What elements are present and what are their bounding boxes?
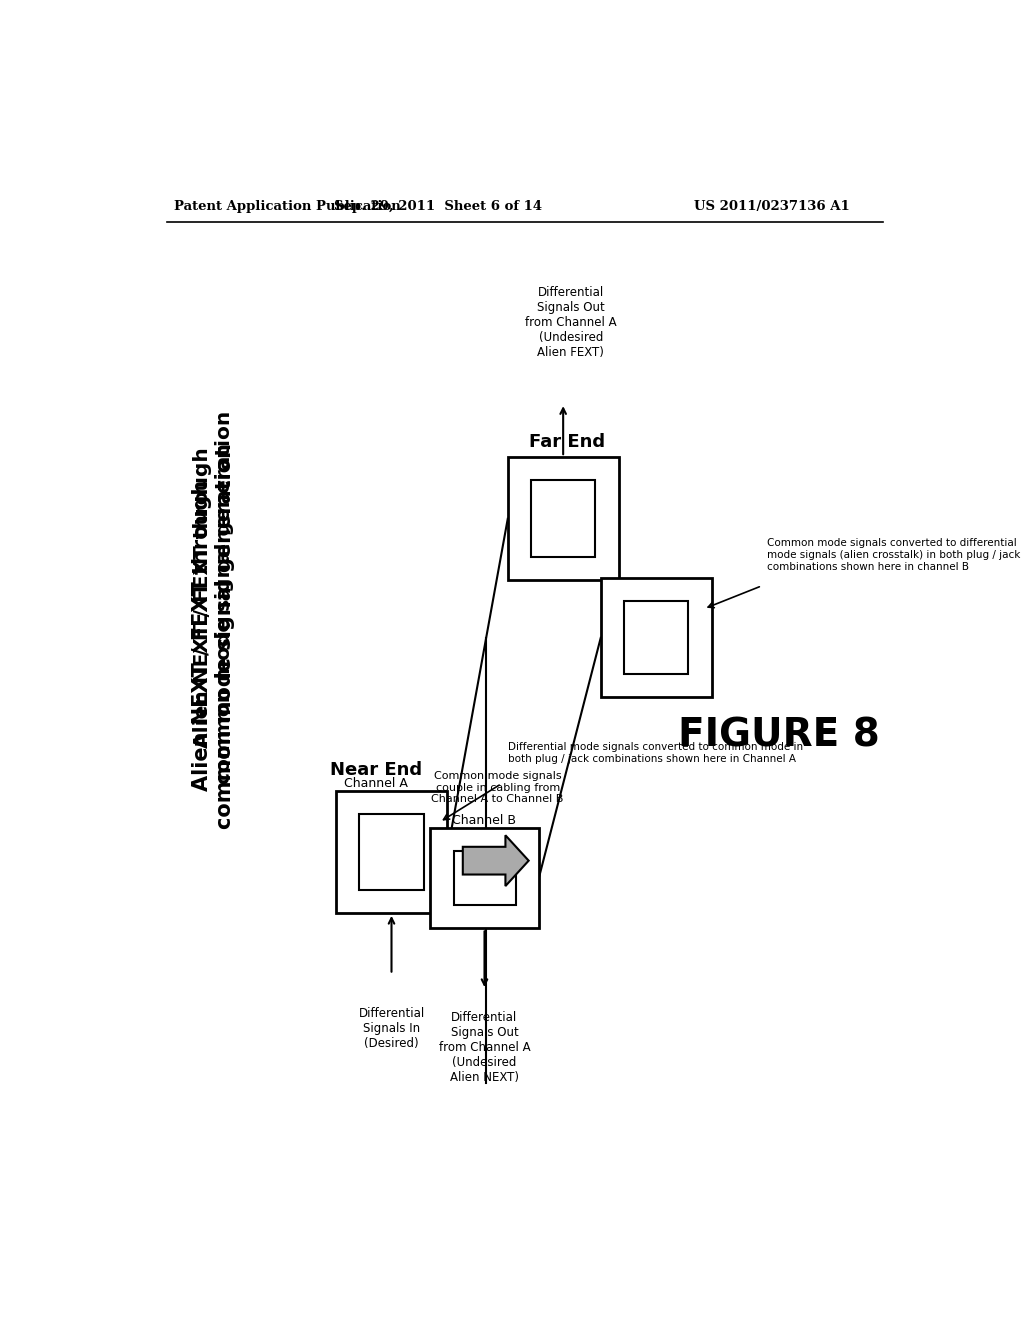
Bar xyxy=(454,851,515,906)
Text: Common mode signals
couple in cabling from
Channel A to Channel B: Common mode signals couple in cabling fr… xyxy=(431,771,564,804)
Bar xyxy=(531,480,595,557)
Polygon shape xyxy=(463,836,528,886)
Text: Channel A: Channel A xyxy=(344,777,408,791)
Text: Channel B: Channel B xyxy=(453,814,516,828)
Text: Far End: Far End xyxy=(529,433,605,450)
Bar xyxy=(601,578,712,697)
Text: FIGURE 8: FIGURE 8 xyxy=(678,717,880,755)
Text: Alien NEXT / FEXT through
common mode signal generation: Alien NEXT / FEXT through common mode si… xyxy=(193,411,233,784)
Text: Patent Application Publication: Patent Application Publication xyxy=(174,199,401,213)
Text: US 2011/0237136 A1: US 2011/0237136 A1 xyxy=(693,199,850,213)
Text: common mode signal generation: common mode signal generation xyxy=(215,442,234,829)
Text: Differential
Signals In
(Desired): Differential Signals In (Desired) xyxy=(358,1007,425,1049)
Bar xyxy=(624,601,688,675)
Text: Sep. 29, 2011  Sheet 6 of 14: Sep. 29, 2011 Sheet 6 of 14 xyxy=(334,199,542,213)
Bar xyxy=(359,814,424,890)
Text: Near End: Near End xyxy=(330,760,422,779)
Bar xyxy=(508,457,618,581)
Text: Differential mode signals converted to common mode in
both plug / jack combinati: Differential mode signals converted to c… xyxy=(508,742,803,764)
Text: Differential
Signals Out
from Channel A
(Undesired
Alien NEXT): Differential Signals Out from Channel A … xyxy=(438,1011,530,1084)
Bar xyxy=(430,829,539,928)
Bar xyxy=(336,792,447,913)
Text: Differential
Signals Out
from Channel A
(Undesired
Alien FEXT): Differential Signals Out from Channel A … xyxy=(525,286,616,359)
Text: Alien NEXT / FEXT through: Alien NEXT / FEXT through xyxy=(191,480,212,792)
Text: Common mode signals converted to differential
mode signals (alien crosstalk) in : Common mode signals converted to differe… xyxy=(767,539,1021,572)
